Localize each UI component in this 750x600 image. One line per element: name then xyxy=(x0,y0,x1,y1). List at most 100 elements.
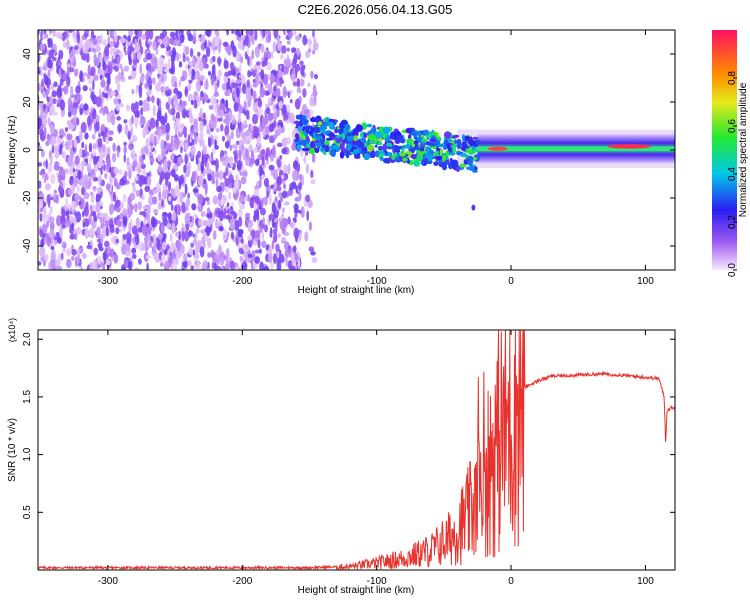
noise-speck xyxy=(197,37,201,42)
noise-speck xyxy=(152,188,158,195)
noise-speck xyxy=(140,117,146,126)
noise-speck xyxy=(142,205,148,210)
noise-speck xyxy=(46,221,49,227)
noise-speck xyxy=(123,65,130,71)
noise-speck xyxy=(130,128,133,137)
signal-blob xyxy=(421,138,428,143)
noise-speck xyxy=(130,149,136,160)
noise-speck xyxy=(126,246,131,253)
noise-speck xyxy=(253,188,260,197)
noise-speck xyxy=(134,38,138,48)
noise-speck xyxy=(79,129,83,142)
noise-speck xyxy=(219,257,225,266)
noise-speck xyxy=(150,133,155,145)
noise-speck xyxy=(220,123,224,132)
noise-speck xyxy=(65,247,72,257)
noise-speck xyxy=(197,150,202,158)
noise-speck xyxy=(240,238,244,244)
noise-speck xyxy=(229,157,234,169)
signal-blob xyxy=(351,129,359,138)
noise-speck xyxy=(173,155,179,164)
noise-speck xyxy=(57,173,62,183)
noise-speck xyxy=(134,202,138,213)
noise-speck xyxy=(205,78,209,90)
noise-speck xyxy=(38,162,43,167)
noise-speck xyxy=(244,212,251,220)
noise-speck xyxy=(121,243,127,255)
noise-speck xyxy=(239,61,242,74)
noise-speck xyxy=(142,244,146,251)
signal-blob xyxy=(455,165,461,172)
signal-blob xyxy=(309,117,317,123)
noise-speck xyxy=(181,223,185,229)
noise-speck xyxy=(130,115,135,125)
noise-speck xyxy=(66,39,70,50)
signal-blob xyxy=(317,121,323,126)
noise-speck xyxy=(95,192,101,204)
noise-speck xyxy=(101,226,107,239)
noise-speck xyxy=(113,30,117,38)
noise-speck xyxy=(258,125,263,133)
noise-speck xyxy=(62,243,67,249)
noise-speck xyxy=(102,39,107,47)
noise-speck xyxy=(106,146,111,157)
noise-speck xyxy=(58,143,63,155)
noise-speck xyxy=(163,67,170,73)
noise-speck xyxy=(90,170,96,180)
noise-speck xyxy=(291,252,295,263)
noise-speck xyxy=(231,82,236,89)
signal-blob xyxy=(374,144,378,148)
noise-speck xyxy=(200,90,204,98)
noise-speck xyxy=(147,119,151,127)
noise-speck xyxy=(307,48,312,53)
noise-speck xyxy=(123,145,127,155)
carrier-core xyxy=(477,146,675,152)
noise-speck xyxy=(98,213,105,218)
noise-speck xyxy=(98,53,103,63)
noise-speck xyxy=(169,255,173,264)
noise-speck xyxy=(312,84,317,94)
signal-blob xyxy=(378,126,384,133)
noise-speck xyxy=(86,52,90,63)
noise-speck xyxy=(216,79,220,88)
noise-speck xyxy=(121,208,128,216)
noise-speck xyxy=(46,133,51,141)
noise-speck xyxy=(67,63,71,68)
noise-speck xyxy=(49,39,53,49)
noise-speck xyxy=(146,96,151,102)
noise-speck xyxy=(129,192,136,201)
signal-blob xyxy=(314,118,322,122)
signal-blob xyxy=(405,127,413,134)
signal-blob xyxy=(433,161,439,166)
noise-speck xyxy=(287,216,291,225)
noise-speck xyxy=(227,77,231,82)
noise-speck xyxy=(50,173,56,185)
noise-speck xyxy=(211,160,217,166)
noise-speck xyxy=(138,258,142,265)
noise-speck xyxy=(127,260,133,270)
signal-blob xyxy=(452,134,460,138)
noise-speck xyxy=(84,218,90,228)
noise-speck xyxy=(197,51,201,58)
noise-speck xyxy=(235,236,239,247)
noise-speck xyxy=(314,73,318,80)
noise-speck xyxy=(135,189,140,197)
snr-frame xyxy=(37,329,676,571)
signal-blob xyxy=(333,144,340,150)
noise-speck xyxy=(208,119,212,129)
noise-speck xyxy=(142,127,146,139)
noise-speck xyxy=(84,132,89,140)
noise-speck xyxy=(54,148,60,160)
noise-speck xyxy=(131,88,135,95)
noise-speck xyxy=(163,73,167,83)
noise-speck xyxy=(103,92,109,99)
noise-speck xyxy=(241,261,248,270)
noise-speck xyxy=(59,168,66,177)
noise-speck xyxy=(91,260,98,270)
noise-speck xyxy=(144,145,149,154)
noise-speck xyxy=(237,228,244,235)
noise-speck xyxy=(202,220,208,227)
noise-speck xyxy=(167,109,173,114)
noise-speck xyxy=(75,226,82,235)
